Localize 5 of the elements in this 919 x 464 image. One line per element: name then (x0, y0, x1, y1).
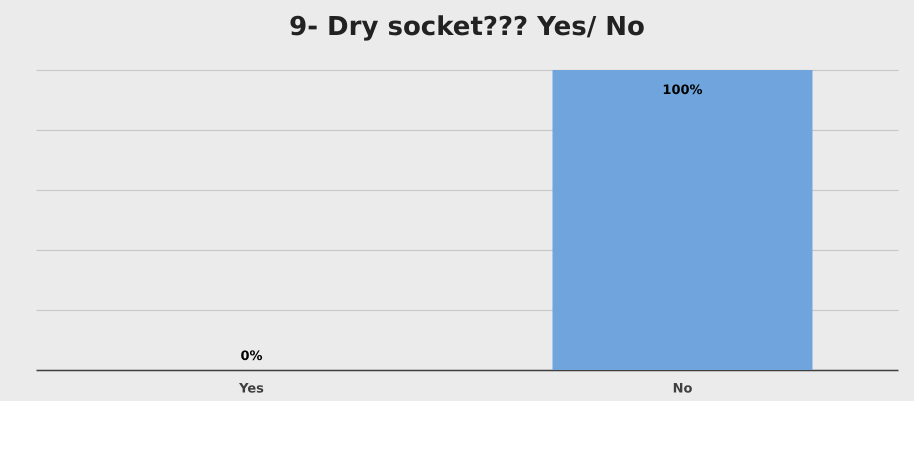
x-tick-label: Yes (238, 382, 264, 396)
data-label: 0% (240, 349, 263, 364)
data-label: 100% (662, 83, 703, 98)
chart-title: 9- Dry socket??? Yes/ No (289, 12, 645, 42)
x-tick-label: No (672, 382, 692, 396)
